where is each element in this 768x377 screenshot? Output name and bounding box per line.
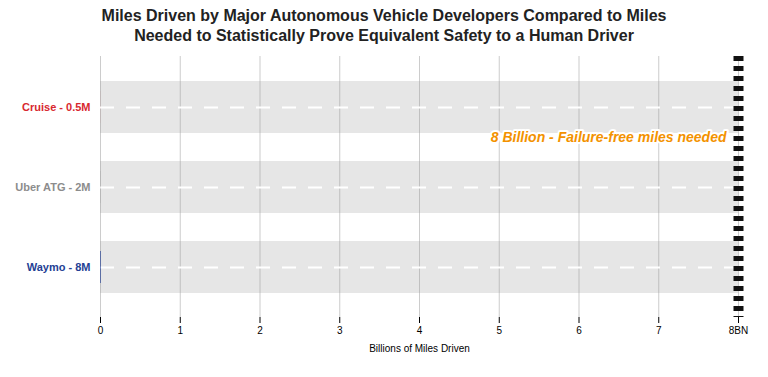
svg-text:Billions of Miles Driven: Billions of Miles Driven [369,343,470,354]
svg-text:8 Billion - Failure-free miles: 8 Billion - Failure-free miles needed [491,129,727,145]
svg-text:2: 2 [257,325,263,336]
svg-text:7: 7 [656,325,662,336]
svg-text:Waymo - 8M: Waymo - 8M [27,261,91,273]
svg-text:3: 3 [337,325,343,336]
svg-text:5: 5 [496,325,502,336]
svg-text:0: 0 [98,325,104,336]
svg-text:1: 1 [177,325,183,336]
svg-text:8BN: 8BN [729,325,748,336]
svg-text:4: 4 [417,325,423,336]
svg-text:6: 6 [576,325,582,336]
html-text:Miles Driven by Major Autonomo: Miles Driven by Major Autonomous Vehicle… [101,7,667,44]
svg-text:Uber ATG - 2M: Uber ATG - 2M [15,181,90,193]
svg-text:Cruise - 0.5M: Cruise - 0.5M [22,101,90,113]
